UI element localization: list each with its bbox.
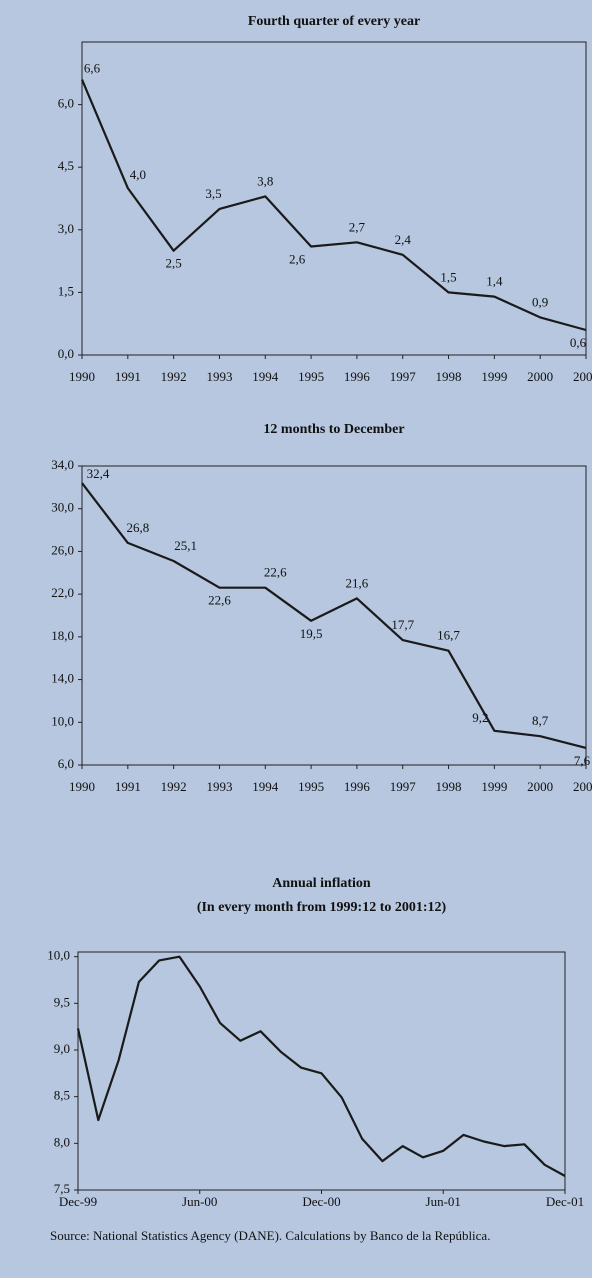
value-label: 3,8 bbox=[257, 173, 273, 188]
y-tick-label: 26,0 bbox=[51, 542, 74, 557]
value-label: 26,8 bbox=[126, 520, 149, 535]
x-tick-label: 1993 bbox=[206, 779, 232, 794]
value-label: 0,6 bbox=[570, 335, 587, 350]
data-line bbox=[81, 482, 587, 749]
x-tick-label: 1992 bbox=[161, 779, 187, 794]
value-label: 32,4 bbox=[87, 466, 110, 481]
x-tick-label: 1990 bbox=[69, 369, 95, 384]
y-tick-label: 8,5 bbox=[54, 1088, 70, 1103]
y-tick-label: 4,5 bbox=[58, 158, 74, 173]
value-label: 2,6 bbox=[289, 251, 306, 266]
x-tick-label: Dec-99 bbox=[59, 1194, 97, 1209]
x-tick-label: 1995 bbox=[298, 369, 324, 384]
chart-title: Fourth quarter of every year bbox=[248, 14, 420, 29]
source-note: Source: National Statistics Agency (DANE… bbox=[50, 1228, 491, 1243]
x-tick-label: 1999 bbox=[481, 369, 507, 384]
chart-title: 12 months to December bbox=[263, 422, 404, 437]
value-label: 17,7 bbox=[391, 617, 414, 632]
y-tick-label: 1,5 bbox=[58, 283, 74, 298]
value-label: 9,2 bbox=[472, 710, 488, 725]
x-tick-label: 2000 bbox=[527, 369, 553, 384]
y-tick-label: 9,5 bbox=[54, 994, 70, 1009]
x-tick-label: 1994 bbox=[252, 369, 279, 384]
chart-title: Annual inflation bbox=[272, 876, 371, 891]
y-tick-label: 10,0 bbox=[47, 948, 70, 963]
y-tick-label: 22,0 bbox=[51, 585, 74, 600]
x-tick-label: 1999 bbox=[481, 779, 507, 794]
value-label: 6,6 bbox=[84, 61, 101, 76]
x-tick-label: 1991 bbox=[115, 369, 141, 384]
x-tick-label: 1992 bbox=[161, 369, 187, 384]
y-tick-label: 7,5 bbox=[54, 1181, 70, 1196]
value-label: 21,6 bbox=[346, 575, 369, 590]
value-label: 3,5 bbox=[205, 186, 221, 201]
value-label: 1,5 bbox=[440, 269, 456, 284]
x-tick-label: 2001 bbox=[573, 779, 592, 794]
x-tick-label: 2000 bbox=[527, 779, 553, 794]
y-tick-label: 10,0 bbox=[51, 713, 74, 728]
x-tick-label: Dec-01 bbox=[546, 1194, 584, 1209]
y-tick-label: 14,0 bbox=[51, 671, 74, 686]
data-line bbox=[80, 79, 587, 332]
x-tick-label: 2001 bbox=[573, 369, 592, 384]
y-tick-label: 0,0 bbox=[58, 346, 74, 361]
plot-frame bbox=[81, 41, 587, 356]
value-label: 22,6 bbox=[208, 593, 231, 608]
y-tick-label: 6,0 bbox=[58, 756, 74, 771]
value-label: 8,7 bbox=[532, 713, 549, 728]
x-tick-label: 1990 bbox=[69, 779, 95, 794]
y-tick-label: 9,0 bbox=[54, 1041, 70, 1056]
x-tick-label: Dec-00 bbox=[302, 1194, 340, 1209]
x-tick-label: 1997 bbox=[390, 369, 417, 384]
value-label: 4,0 bbox=[130, 167, 146, 182]
value-label: 0,9 bbox=[532, 294, 548, 309]
x-tick-label: 1998 bbox=[436, 779, 462, 794]
y-tick-label: 6,0 bbox=[58, 96, 74, 111]
data-line bbox=[76, 955, 566, 1177]
y-tick-label: 34,0 bbox=[51, 457, 74, 472]
x-tick-label: 1995 bbox=[298, 779, 324, 794]
x-tick-label: 1996 bbox=[344, 369, 371, 384]
x-tick-label: 1996 bbox=[344, 779, 371, 794]
value-label: 2,5 bbox=[166, 256, 182, 271]
x-tick-label: 1994 bbox=[252, 779, 279, 794]
y-tick-label: 18,0 bbox=[51, 628, 74, 643]
value-label: 16,7 bbox=[437, 628, 460, 643]
value-label: 1,4 bbox=[486, 274, 503, 289]
chart-subtitle: (In every month from 1999:12 to 2001:12) bbox=[197, 900, 447, 915]
x-tick-label: 1998 bbox=[436, 369, 462, 384]
y-tick-label: 8,0 bbox=[54, 1134, 70, 1149]
x-tick-label: 1991 bbox=[115, 779, 141, 794]
value-label: 2,4 bbox=[395, 232, 412, 247]
plot-frame bbox=[77, 951, 566, 1191]
value-label: 22,6 bbox=[264, 565, 287, 580]
value-label: 2,7 bbox=[349, 219, 366, 234]
x-tick-label: 1997 bbox=[390, 779, 417, 794]
value-label: 7,6 bbox=[574, 753, 591, 768]
plot-frame bbox=[81, 465, 587, 766]
y-tick-label: 30,0 bbox=[51, 500, 74, 515]
value-label: 19,5 bbox=[300, 626, 323, 641]
x-tick-label: Jun-01 bbox=[426, 1194, 461, 1209]
x-tick-label: 1993 bbox=[206, 369, 232, 384]
x-tick-label: Jun-00 bbox=[182, 1194, 217, 1209]
y-tick-label: 3,0 bbox=[58, 221, 74, 236]
value-label: 25,1 bbox=[174, 538, 197, 553]
